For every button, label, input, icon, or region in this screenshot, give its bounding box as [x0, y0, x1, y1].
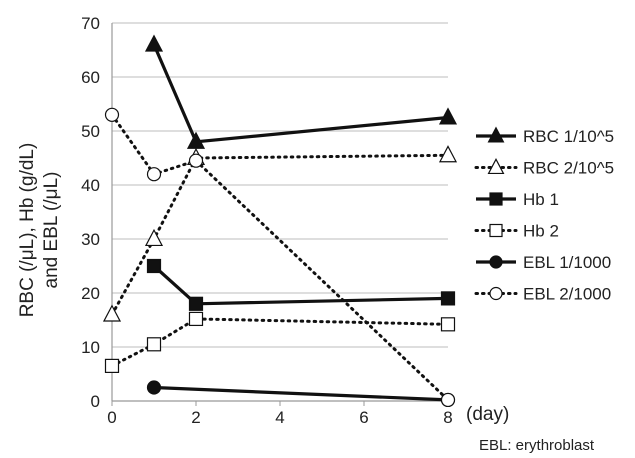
axes: [111, 23, 449, 406]
y-axis-title-line-1: RBC (/μL), Hb (g/dL): [17, 143, 38, 318]
series-2-point-0: [146, 258, 162, 274]
series-group: [102, 34, 458, 408]
y-tick-label-30: 30: [81, 230, 100, 249]
legend-marker-4: [489, 255, 503, 269]
y-tick-label-70: 70: [81, 14, 100, 33]
legend: RBC 1/10^5 RBC 2/10^5 Hb 1 Hb 2 EBL 1/1000 EB…: [474, 126, 614, 304]
legend-marker-0: [487, 126, 505, 143]
series-line-1: [110, 153, 450, 317]
series-line-4: [153, 385, 449, 402]
legend-label-5: EBL 2/1000: [523, 285, 611, 304]
series-3-point-2: [188, 311, 204, 327]
x-axis-title: (day): [466, 404, 509, 425]
series-5-point-0: [104, 107, 120, 122]
legend-marker-2: [489, 192, 503, 206]
legend-label-2: Hb 1: [523, 190, 559, 209]
x-tick-label-4: 4: [275, 408, 284, 427]
y-tick-label-40: 40: [81, 176, 100, 195]
series-3-point-0: [104, 358, 120, 373]
y-tick-label-10: 10: [81, 338, 100, 357]
series-5-point-2: [188, 153, 204, 168]
x-tick-label-6: 6: [359, 408, 368, 427]
legend-label-1: RBC 2/10^5: [523, 159, 614, 178]
y-tick-labels: 0 10 20 30 40 50 60 70: [81, 14, 100, 411]
abbreviation-note: EBL: erythroblast: [479, 437, 595, 454]
x-tick-label-0: 0: [107, 408, 116, 427]
series-line-3: [110, 317, 450, 368]
series-0-point-0: [144, 34, 164, 52]
x-tick-label-8: 8: [443, 408, 452, 427]
series-4-point-0: [146, 380, 162, 395]
series-line-0: [152, 43, 449, 144]
series-1-point-3: [438, 145, 458, 163]
x-tick-labels: 0 2 4 6 8: [107, 408, 452, 427]
x-tick-label-2: 2: [191, 408, 200, 427]
legend-label-3: Hb 2: [523, 222, 559, 241]
y-tick-label-20: 20: [81, 284, 100, 303]
series-3-point-1: [146, 337, 162, 352]
legend-marker-3: [489, 223, 503, 238]
y-axis-title-line-2: and EBL (/μL): [41, 172, 62, 289]
series-5-point-3: [440, 392, 456, 408]
y-tick-label-60: 60: [81, 68, 100, 87]
y-tick-label-0: 0: [91, 392, 100, 411]
legend-marker-1: [487, 158, 505, 175]
series-0-point-2: [438, 107, 458, 125]
legend-marker-5: [489, 286, 503, 301]
series-2-point-1: [188, 296, 204, 311]
legend-label-4: EBL 1/1000: [523, 253, 611, 272]
series-3-point-3: [440, 317, 456, 332]
series-5-point-1: [146, 167, 162, 182]
series-2-point-2: [440, 291, 456, 306]
legend-label-0: RBC 1/10^5: [523, 127, 614, 146]
y-tick-label-50: 50: [81, 122, 100, 141]
series-1-point-0: [102, 304, 122, 322]
series-1-point-1: [144, 228, 164, 247]
